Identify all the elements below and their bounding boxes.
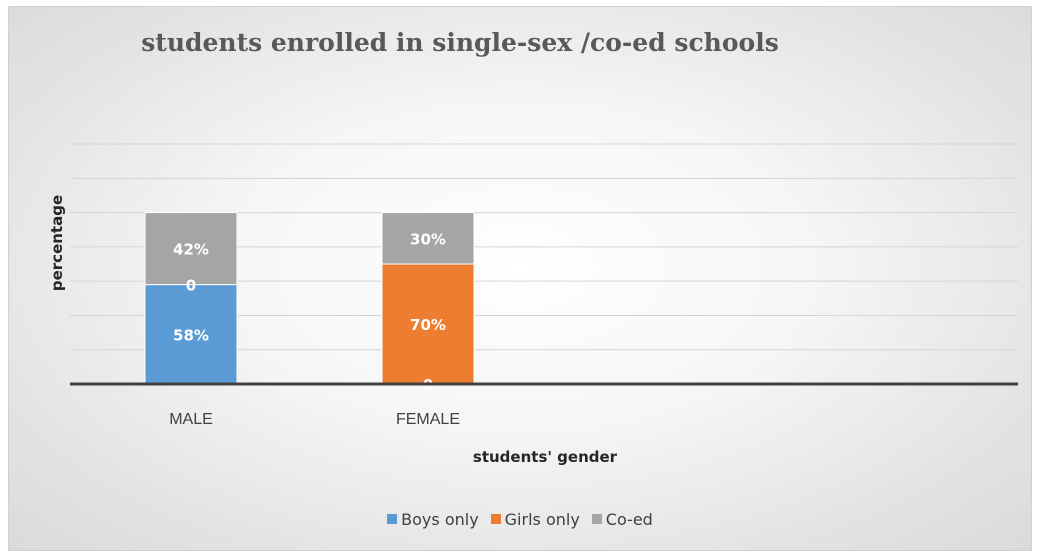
data-label: 58%	[173, 326, 209, 344]
bar-co-ed-female	[381, 212, 475, 265]
legend: Boys only Girls only Co-ed	[0, 510, 1040, 529]
chart-title: students enrolled in single-sex /co-ed s…	[141, 28, 779, 57]
legend-label: Girls only	[504, 510, 580, 529]
bar-girls-only-female	[381, 263, 475, 385]
data-label: 70%	[410, 316, 446, 334]
legend-swatch	[387, 514, 398, 524]
x-tick-label: MALE	[169, 411, 213, 428]
y-axis-label: percentage	[48, 195, 66, 291]
legend-swatch	[591, 514, 602, 524]
legend-item: Co-ed	[591, 510, 653, 529]
legend-swatch	[490, 514, 501, 524]
legend-label: Co-ed	[605, 510, 653, 529]
data-label: 42%	[173, 241, 209, 259]
data-label: 0	[186, 277, 196, 295]
bar-co-ed-male	[144, 212, 238, 286]
bar-boys-only-male	[144, 284, 238, 385]
x-tick-label: FEMALE	[396, 411, 460, 428]
legend-item: Boys only	[387, 510, 479, 529]
x-axis-label: students' gender	[473, 448, 618, 466]
data-label: 30%	[410, 230, 446, 248]
legend-item: Girls only	[490, 510, 580, 529]
legend-label: Boys only	[401, 510, 479, 529]
